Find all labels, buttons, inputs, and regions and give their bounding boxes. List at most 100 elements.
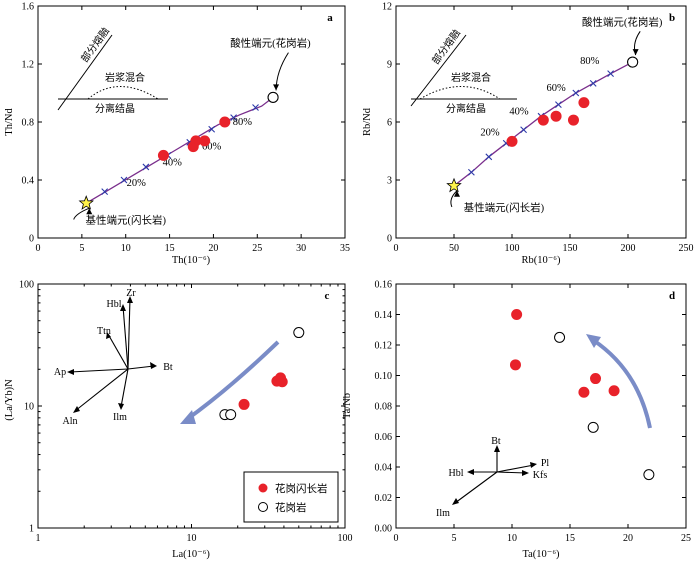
mafic-endmember-label: 基性端元(闪长岩) bbox=[85, 214, 166, 227]
partial-melting-line bbox=[410, 34, 467, 107]
mixing-tick bbox=[572, 89, 580, 97]
magma-mixing-curve bbox=[87, 86, 159, 100]
endmember-leader-head bbox=[86, 208, 93, 215]
trend-arrow-head bbox=[180, 410, 196, 424]
mixing-tick bbox=[607, 70, 614, 78]
granodiorite-point bbox=[157, 149, 169, 161]
vector-pl bbox=[496, 464, 535, 473]
granodiorite-point bbox=[511, 309, 523, 320]
panel-b-marks: 0 50 100 150 200 250 0 3 6 9 12 20% 40% 60% 80% 基性端元(闪长… bbox=[382, 2, 694, 255]
granodiorite-point bbox=[578, 97, 590, 109]
y-tick-label: 1.2 bbox=[22, 60, 35, 71]
x-tick-label: 50 bbox=[449, 243, 459, 254]
x-tick-label: 15 bbox=[165, 243, 175, 254]
mafic-endmember-star bbox=[446, 177, 462, 193]
vector-kfs bbox=[496, 471, 527, 474]
legend-label-granite: 花岗岩 bbox=[275, 501, 307, 514]
endmember-leader bbox=[73, 207, 90, 220]
endmember-leader-head bbox=[632, 49, 639, 56]
x-tick-label: 200 bbox=[621, 243, 636, 254]
mixing-percent-label: 60% bbox=[546, 83, 566, 94]
y-tick-label: 3 bbox=[387, 176, 392, 187]
mixing-tick bbox=[589, 79, 597, 87]
x-tick-label: 1 bbox=[36, 533, 41, 544]
granodiorite-point bbox=[506, 135, 518, 147]
x-tick-label: 0 bbox=[394, 243, 399, 254]
vector-ilm bbox=[454, 471, 498, 504]
endmember-leader bbox=[450, 190, 458, 208]
mixing-tick bbox=[142, 163, 150, 171]
x-tick-label: 10 bbox=[507, 533, 517, 544]
y-tick-label: 0.8 bbox=[22, 118, 35, 129]
panel-c-label: c bbox=[325, 290, 330, 302]
x-tick-label: 5 bbox=[79, 243, 84, 254]
trend-arrow-head bbox=[586, 334, 601, 348]
panel-c: c La(10⁻⁶) (La/Yb)N Zr Hbl Ttn Bt bbox=[4, 283, 346, 560]
panel-b-ylabel: Rb/Nd bbox=[362, 107, 373, 136]
vector-ap bbox=[69, 368, 129, 373]
y-tick-label: 100 bbox=[19, 280, 34, 291]
vector-label-pl: Pl bbox=[541, 458, 550, 469]
panel-d-marks: 0 5 10 15 20 25 0.00 0.02 0.04 0.06 0.08 0.10 0.12 0.… bbox=[375, 280, 692, 545]
mixing-tick bbox=[252, 104, 259, 111]
granite-point bbox=[643, 469, 655, 481]
x-tick-label: 100 bbox=[338, 533, 353, 544]
panel-c-xlabel: La(10⁻⁶) bbox=[172, 549, 210, 560]
endmember-leader-head bbox=[273, 84, 280, 91]
x-tick-label: 30 bbox=[296, 243, 306, 254]
felsic-endmember-point bbox=[267, 91, 279, 103]
inset-fractional-crystallization-label: 分离结晶 bbox=[95, 102, 135, 115]
y-tick-label: 0.12 bbox=[375, 341, 393, 352]
x-tick-label: 15 bbox=[565, 533, 575, 544]
y-tick-label: 6 bbox=[387, 118, 392, 129]
panel-b-xlabel: Rb(10⁻⁶) bbox=[522, 255, 561, 266]
vector-label-aln: Aln bbox=[63, 416, 78, 427]
legend-marker-granite bbox=[258, 502, 268, 512]
panel-d-ylabel: Ta/Nb bbox=[342, 393, 353, 419]
granodiorite-point bbox=[567, 114, 579, 126]
granodiorite-point bbox=[608, 385, 620, 397]
mixing-percent-label: 80% bbox=[580, 56, 600, 67]
granodiorite-point bbox=[537, 114, 549, 126]
panel-a-marks: 0 5 10 15 20 25 30 35 0 0.4 0.8 1.2 1.6 20% 40% 60% 80% 基… bbox=[22, 2, 351, 255]
y-tick-label: 0.14 bbox=[375, 310, 393, 321]
x-tick-label: 100 bbox=[505, 243, 520, 254]
mixing-tick bbox=[485, 153, 493, 161]
granodiorite-point bbox=[276, 376, 288, 388]
y-tick-label: 12 bbox=[382, 2, 392, 13]
mixing-tick bbox=[555, 101, 562, 108]
mixing-curve bbox=[85, 96, 274, 204]
mineral-vector-heads bbox=[67, 296, 157, 413]
vector-label-ilm: Ilm bbox=[113, 412, 127, 423]
y-tick-label: 1.6 bbox=[22, 2, 35, 13]
vector-label-ap: Ap bbox=[54, 367, 66, 378]
y-tick-label: 0.02 bbox=[375, 493, 393, 504]
vector-zr bbox=[127, 297, 131, 370]
x-tick-label: 35 bbox=[340, 243, 350, 254]
felsic-endmember-point bbox=[627, 56, 639, 68]
mineral-vectors bbox=[69, 297, 155, 412]
x-tick-label: 5 bbox=[452, 533, 457, 544]
granite-point bbox=[587, 421, 599, 433]
x-tick-label: 20 bbox=[623, 533, 633, 544]
x-tick-label: 10 bbox=[187, 533, 197, 544]
vector-label-zr: Zr bbox=[126, 288, 136, 299]
mixing-tick bbox=[520, 126, 527, 134]
y-tick-label: 1 bbox=[29, 524, 34, 535]
mineral-vector-heads bbox=[452, 445, 537, 505]
x-tick-label: 10 bbox=[121, 243, 131, 254]
mafic-endmember-label: 基性端元(闪长岩) bbox=[464, 201, 545, 214]
x-tick-label: 20 bbox=[208, 243, 218, 254]
vector-label-hbl: Hbl bbox=[449, 468, 464, 479]
vector-label-ilm: Ilm bbox=[436, 508, 450, 519]
y-tick-label: 0.00 bbox=[375, 524, 393, 535]
granodiorite-point bbox=[238, 398, 250, 410]
y-tick-label: 0.4 bbox=[22, 176, 35, 187]
inset-magma-mixing-label: 岩浆混合 bbox=[451, 71, 491, 84]
legend-marker-granodiorite bbox=[258, 483, 268, 493]
x-tick-label: 25 bbox=[252, 243, 262, 254]
mixing-tick bbox=[468, 168, 475, 176]
vector-label-kfs: Kfs bbox=[533, 470, 548, 481]
mixing-percent-label: 40% bbox=[509, 106, 529, 117]
mixing-percent-label: 60% bbox=[202, 142, 222, 153]
